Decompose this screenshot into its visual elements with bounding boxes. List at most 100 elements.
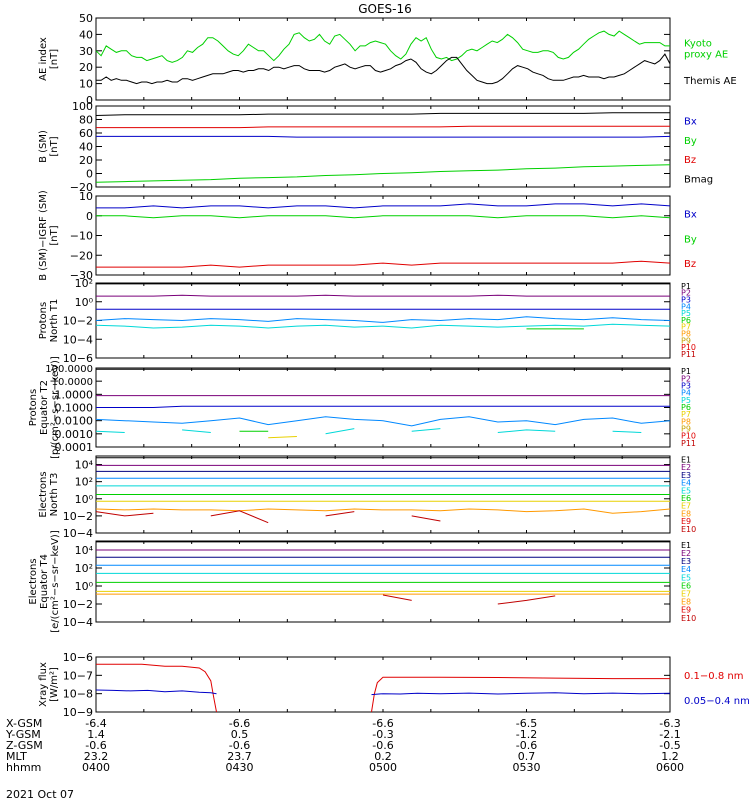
y-tick-label: 10−2 <box>63 510 93 523</box>
y-axis-label: [W/m²] <box>49 667 60 702</box>
footer-value: -0.6 <box>516 739 537 752</box>
y-tick-label: 10 <box>79 78 93 91</box>
series-p4 <box>95 316 671 323</box>
series-e8 <box>95 508 671 514</box>
legend-p10: P10 <box>681 343 696 352</box>
legend-e7: E7 <box>681 502 691 511</box>
legend-e10: E10 <box>681 614 696 623</box>
legend-p7: P7 <box>681 410 691 419</box>
footer-value: -0.5 <box>659 739 680 752</box>
y-tick-label: 80 <box>79 114 93 127</box>
footer-value: -6.6 <box>372 717 393 730</box>
legend-e7: E7 <box>681 589 691 598</box>
legend-bmag: Bmag <box>684 174 713 185</box>
y-axis-label: Equator T4 <box>39 554 50 609</box>
legend-e8: E8 <box>681 509 691 518</box>
y-tick-label: 10² <box>75 562 93 575</box>
y-tick-label: 10 <box>79 190 93 203</box>
figure-title: GOES-16 <box>358 2 412 16</box>
y-tick-label: 20 <box>79 154 93 167</box>
legend-p5: P5 <box>681 309 691 318</box>
legend-e3: E3 <box>681 471 691 480</box>
legend-e1: E1 <box>681 541 691 550</box>
y-tick-label: 60 <box>79 127 93 140</box>
panel-xray: 10−9 10−8 10−7 10−6 Xray flux [W/m²] 0.1−0.8 n… <box>38 651 750 719</box>
footer-label-z-gsm: Z-GSM <box>6 739 43 752</box>
y-axis-label: North T1 <box>49 299 60 343</box>
y-tick-label: 10−6 <box>63 352 93 365</box>
y-tick-label: −30 <box>70 269 93 282</box>
y-tick-label: 50 <box>79 12 93 25</box>
series-e9 <box>95 510 441 524</box>
y-axis-label: [p/(cm²−s−sr−keV)] <box>50 356 61 459</box>
legend-p3: P3 <box>681 381 691 390</box>
legend-e6: E6 <box>681 494 691 503</box>
y-tick-label: 10−4 <box>63 616 93 629</box>
legend-e8: E8 <box>681 598 691 607</box>
y-axis-label: Equator T2 <box>39 380 50 435</box>
panel-frame <box>95 656 671 713</box>
date-label: 2021 Oct 07 <box>6 788 74 800</box>
y-tick-label: 10⁴ <box>75 544 94 557</box>
panel-enorth: 10−4 10−2 10⁰ 10² 10⁴ Electrons North T3 E1E2E3… <box>38 455 696 540</box>
y-tick-label: 1.0000 <box>55 388 94 401</box>
y-tick-label: 0 <box>86 210 93 223</box>
y-tick-label: 10⁰ <box>75 296 94 309</box>
legend-0-05-0-4-nm: 0.05−0.4 nm <box>684 696 750 707</box>
y-tick-label: 10−2 <box>63 598 93 611</box>
series-kyoto-proxy-ae <box>95 30 670 63</box>
legend-p8: P8 <box>681 417 691 426</box>
y-tick-label: 0.0100 <box>55 415 94 428</box>
series-p5 <box>95 428 642 435</box>
y-tick-label: 20 <box>79 61 93 74</box>
footer-value: 0600 <box>656 761 684 774</box>
y-tick-label: −20 <box>70 249 93 262</box>
footer-label-hhmm: hhmm <box>6 761 41 774</box>
y-axis-label: AE index <box>38 37 49 81</box>
series-e9 <box>382 594 556 605</box>
series-p7 <box>268 437 584 438</box>
footer-value: -6.3 <box>659 717 680 730</box>
y-tick-label: 10² <box>75 476 93 489</box>
series-bx <box>96 203 671 209</box>
y-axis-label: [nT] <box>49 136 60 156</box>
legend-bz: Bz <box>684 155 696 166</box>
y-tick-label: 10−7 <box>63 669 93 682</box>
y-tick-label: 100 <box>72 100 93 113</box>
series-p6 <box>240 430 470 431</box>
y-axis-label: B (SM) <box>38 130 49 163</box>
footer-value: -1.2 <box>516 728 537 741</box>
footer-value: -6.4 <box>85 717 106 730</box>
footer-value: -0.6 <box>85 739 106 752</box>
series-p2 <box>96 294 670 297</box>
footer-value: 0.2 <box>374 750 392 763</box>
footer-value: 1.2 <box>661 750 679 763</box>
series-p3 <box>96 405 670 408</box>
legend-proxy-ae: proxy AE <box>684 50 728 61</box>
legend-e9: E9 <box>681 606 691 615</box>
y-tick-label: −20 <box>70 181 93 194</box>
y-tick-label: 10−4 <box>63 333 93 346</box>
legend-bx: Bx <box>684 117 697 128</box>
panel-eeq: 10−4 10−2 10⁰ 10² 10⁴ Electrons Equator T4 [e/(… <box>28 530 696 633</box>
series-0-1-0-8-nm <box>96 663 670 713</box>
series-by <box>95 164 671 183</box>
y-axis-label: Electrons <box>28 558 39 604</box>
y-tick-label: 0.0001 <box>55 441 94 454</box>
legend-p6: P6 <box>681 316 691 325</box>
footer-value: -0.3 <box>372 728 393 741</box>
y-tick-label: 10⁰ <box>75 580 94 593</box>
legend-p8: P8 <box>681 330 691 339</box>
series-themis-ae <box>96 53 671 85</box>
legend-e2: E2 <box>681 463 691 472</box>
series-bx <box>96 135 671 138</box>
footer-value: 0500 <box>369 761 397 774</box>
y-tick-label: 10² <box>75 277 93 290</box>
legend-p9: P9 <box>681 425 691 434</box>
legend-e4: E4 <box>681 565 691 574</box>
legend-p4: P4 <box>681 302 691 311</box>
series-p4 <box>95 416 671 427</box>
legend-p5: P5 <box>681 396 691 405</box>
